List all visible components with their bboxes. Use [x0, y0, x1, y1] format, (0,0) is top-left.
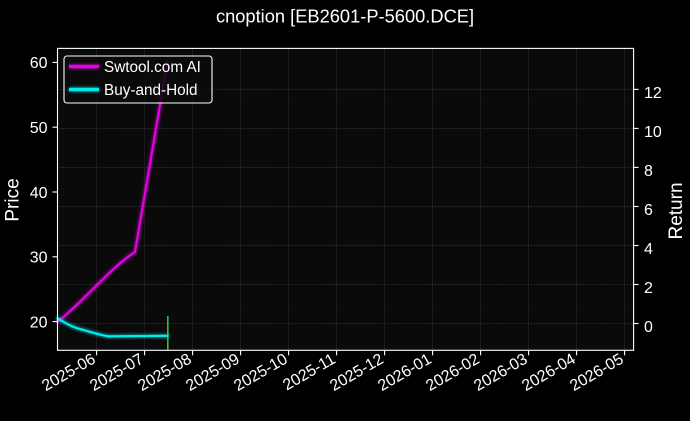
svg-text:30: 30	[30, 250, 48, 267]
svg-text:50: 50	[30, 120, 48, 137]
svg-text:cnoption [EB2601-P-5600.DCE]: cnoption [EB2601-P-5600.DCE]	[216, 5, 474, 26]
svg-text:2: 2	[644, 280, 653, 297]
svg-text:4: 4	[644, 241, 653, 258]
svg-text:0: 0	[644, 319, 653, 336]
svg-text:60: 60	[30, 55, 48, 72]
svg-text:20: 20	[30, 314, 48, 331]
svg-text:10: 10	[644, 124, 662, 141]
svg-text:Return: Return	[666, 182, 687, 239]
svg-text:8: 8	[644, 163, 653, 180]
svg-text:Price: Price	[3, 178, 24, 221]
svg-text:Swtool.com AI: Swtool.com AI	[104, 59, 201, 76]
svg-text:40: 40	[30, 185, 48, 202]
svg-text:6: 6	[644, 202, 653, 219]
svg-text:12: 12	[644, 85, 662, 102]
svg-text:Buy-and-Hold: Buy-and-Hold	[104, 82, 198, 99]
